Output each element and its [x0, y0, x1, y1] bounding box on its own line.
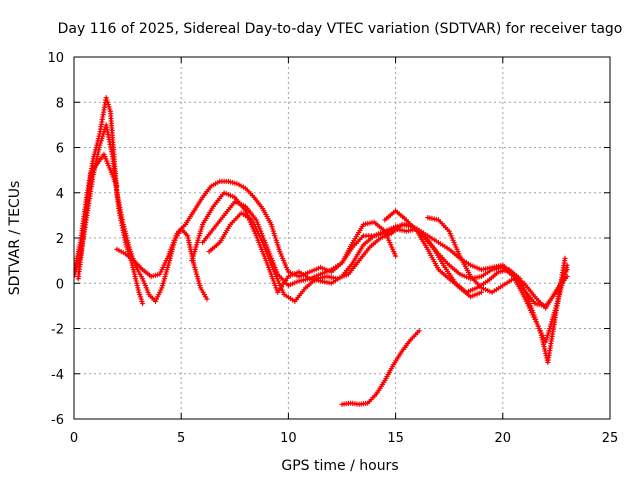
y-tick-label: 6 — [56, 142, 64, 157]
series-arc-7 — [206, 210, 568, 365]
x-tick-label: 15 — [387, 431, 404, 446]
x-tick-label: 5 — [177, 431, 185, 446]
x-tick-label: 10 — [280, 431, 297, 446]
y-tick-label: 2 — [56, 232, 64, 247]
y-tick-label: -2 — [51, 323, 64, 338]
series-markers — [339, 328, 422, 407]
x-tick-label: 0 — [70, 431, 78, 446]
y-tick-label: -4 — [51, 368, 64, 383]
series-arc-3 — [75, 151, 120, 282]
series-markers — [425, 215, 570, 311]
y-tick-label: 8 — [56, 96, 64, 111]
series-arc-10 — [339, 328, 422, 407]
axis-ticks: 0 5 10 15 20 25 -6 -4 -2 0 2 4 6 8 10 — [47, 51, 618, 446]
x-axis-title: GPS time / hours — [281, 458, 398, 474]
y-tick-label: 0 — [56, 277, 64, 292]
y-tick-label: 10 — [47, 51, 64, 66]
series-arc-8 — [425, 215, 570, 311]
series-arc-9 — [382, 208, 484, 300]
x-tick-label: 25 — [602, 431, 619, 446]
series-markers — [206, 210, 568, 365]
y-tick-label: 4 — [56, 187, 64, 202]
series-group — [74, 95, 570, 407]
chart-title: Day 116 of 2025, Sidereal Day-to-day VTE… — [58, 21, 623, 37]
x-tick-label: 20 — [495, 431, 512, 446]
series-markers — [75, 151, 120, 282]
y-axis-title: SDTVAR / TECUs — [7, 181, 23, 296]
y-tick-label: -6 — [51, 413, 64, 428]
series-markers — [382, 208, 484, 300]
